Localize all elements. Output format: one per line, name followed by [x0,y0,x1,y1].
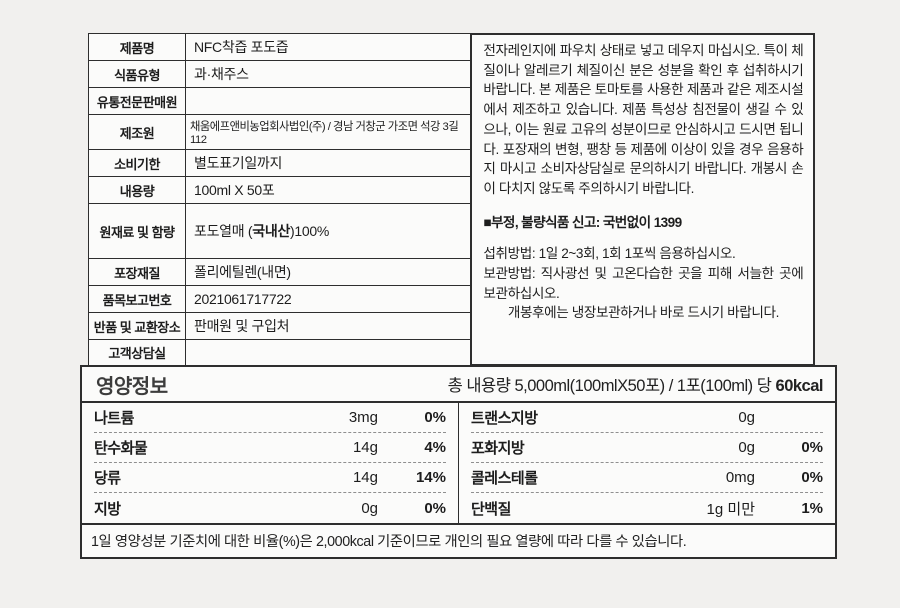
nutrient-percent: 0% [424,409,446,426]
table-row: 포장재질 폴리에틸렌(내면) [88,258,472,286]
nutrition-header: 영양정보 총 내용량 5,000ml(100mlX50포) / 1포(100ml… [80,365,837,403]
nutrient-name: 지방 [94,500,121,518]
table-row: 내용량 100ml X 50포 [88,176,472,204]
nutrient-amount: 14g [352,439,378,456]
ingredients-text: 포도열매 ( [194,223,253,239]
nutrient-name: 탄수화물 [94,440,148,457]
nutrient-name: 나트륨 [94,410,134,427]
row-label-food-type: 식품유형 [88,60,186,88]
row-label-distributor: 유통전문판매원 [88,87,186,115]
nutrition-left-column: 나트륨 3mg 0% 탄수화물 14g 4% 당류 14g 14% 지방 0g … [82,403,459,523]
ingredients-percent: )100% [290,223,330,239]
table-row: 제조원 채움에프앤비농업회사법인(주) / 경남 거창군 가조면 석강 3길 1… [88,114,472,150]
nutrient-amount: 14g [352,469,378,486]
row-value-food-type: 과·채주스 [185,60,472,88]
nutrient-amount: 0mg [725,469,755,486]
row-label-net-content: 내용량 [88,176,186,204]
caution-paragraph: 전자레인지에 파우치 상태로 넣고 데우지 마십시오. 특이 체질이나 알레르기… [483,43,804,196]
handling-instructions-panel: 전자레인지에 파우치 상태로 넣고 데우지 마십시오. 특이 체질이나 알레르기… [470,33,816,366]
nutrient-row-protein: 단백질 1g 미만 1% [471,493,823,523]
nutrient-percent: 0% [801,439,823,456]
nutrient-amount: 1g 미만 [706,500,755,518]
nutrition-footnote: 1일 영양성분 기준치에 대한 비율(%)은 2,000kcal 기준이므로 개… [80,525,837,559]
row-value-customer-service [185,339,472,366]
row-value-expiry: 별도표기일까지 [185,149,472,177]
table-row: 반품 및 교환장소 판매원 및 구입처 [88,312,472,340]
nutrient-name: 당류 [94,470,121,487]
top-section: 제품명 NFC착즙 포도즙 식품유형 과·채주스 유통전문판매원 제조원 채움에… [88,33,816,366]
nutrition-main: 나트륨 3mg 0% 탄수화물 14g 4% 당류 14g 14% 지방 0g … [80,403,837,525]
nutrient-row-fat: 지방 0g 0% [94,493,446,523]
nutrient-row-saturated-fat: 포화지방 0g 0% [471,433,823,463]
row-value-report-number: 2021061717722 [185,285,472,313]
storage-method-line1: 보관방법: 직사광선 및 고온다습한 곳을 피해 서늘한 곳에 보관하십시오. [483,266,804,301]
product-info-table: 제품명 NFC착즙 포도즙 식품유형 과·채주스 유통전문판매원 제조원 채움에… [88,33,472,366]
row-value-product-name: NFC착즙 포도즙 [185,33,472,61]
nutrient-name: 트랜스지방 [471,410,538,427]
row-value-manufacturer: 채움에프앤비농업회사법인(주) / 경남 거창군 가조면 석강 3길 112 [185,114,472,150]
nutrient-name: 단백질 [471,500,511,518]
nutrient-percent: 1% [801,499,823,517]
row-value-returns: 판매원 및 구입처 [185,312,472,340]
serving-kcal: 60kcal [775,377,824,395]
storage-method-line2: 개봉후에는 냉장보관하거나 바로 드시기 바랍니다. [507,305,780,321]
serving-text: 총 내용량 5,000ml(100mlX50포) / 1포(100ml) 당 [447,377,776,395]
nutrient-amount: 3mg [348,409,378,426]
nutrient-percent: 14% [415,469,446,486]
nutrition-serving-info: 총 내용량 5,000ml(100mlX50포) / 1포(100ml) 당 6… [447,372,824,396]
row-value-net-content: 100ml X 50포 [185,176,472,204]
row-label-customer-service: 고객상담실 [88,339,186,366]
nutrient-row-carbohydrate: 탄수화물 14g 4% [94,433,446,463]
row-label-product-name: 제품명 [88,33,186,61]
nutrition-facts-panel: 영양정보 총 내용량 5,000ml(100mlX50포) / 1포(100ml… [80,365,837,559]
nutrient-row-sodium: 나트륨 3mg 0% [94,403,446,433]
row-value-ingredients: 포도열매 (국내산)100% [185,203,472,259]
table-row: 고객상담실 [88,339,472,366]
table-row: 품목보고번호 2021061717722 [88,285,472,313]
intake-method: 섭취방법: 1일 2~3회, 1회 1포씩 음용하십시오. [483,246,736,262]
nutrient-row-sugars: 당류 14g 14% [94,463,446,493]
row-value-packaging: 폴리에틸렌(내면) [185,258,472,286]
row-value-distributor [185,87,472,115]
nutrient-amount: 0g [361,499,378,517]
nutrient-name: 포화지방 [471,440,525,457]
nutrient-amount: 0g [738,409,755,426]
table-row: 유통전문판매원 [88,87,472,115]
nutrient-name: 콜레스테롤 [471,470,538,487]
nutrition-right-column: 트랜스지방 0g 포화지방 0g 0% 콜레스테롤 0mg 0% 단백질 1g … [459,403,835,523]
nutrient-percent: 0% [801,469,823,486]
table-row: 소비기한 별도표기일까지 [88,149,472,177]
row-label-expiry: 소비기한 [88,149,186,177]
row-label-packaging: 포장재질 [88,258,186,286]
nutrient-row-cholesterol: 콜레스테롤 0mg 0% [471,463,823,493]
nutrient-percent: 4% [424,439,446,456]
row-label-report-number: 품목보고번호 [88,285,186,313]
table-row: 제품명 NFC착즙 포도즙 [88,33,472,61]
table-row: 식품유형 과·채주스 [88,60,472,88]
row-label-ingredients: 원재료 및 함량 [88,203,186,259]
row-label-returns: 반품 및 교환장소 [88,312,186,340]
nutrition-title: 영양정보 [96,375,168,398]
nutrient-percent: 0% [424,499,446,517]
nutrient-amount: 0g [738,439,755,456]
nutrient-row-trans-fat: 트랜스지방 0g [471,403,823,433]
ingredients-origin: 국내산 [252,223,291,239]
table-row: 원재료 및 함량 포도열매 (국내산)100% [88,203,472,259]
report-notice: ■부정, 불량식품 신고: 국번없이 1399 [483,214,682,230]
row-label-manufacturer: 제조원 [88,114,186,150]
